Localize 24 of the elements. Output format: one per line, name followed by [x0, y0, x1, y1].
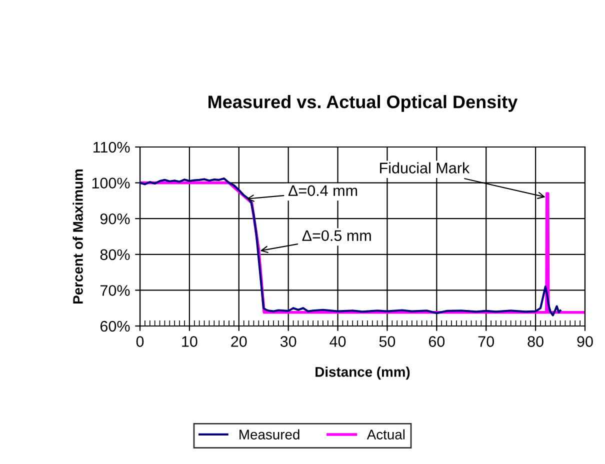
chart-title: Measured vs. Actual Optical Density [208, 95, 518, 112]
x-tick-label: 0 [136, 336, 144, 347]
y-tick-label: 110% [93, 142, 130, 153]
annotation: Fiducial Mark [380, 162, 470, 174]
x-tick-label: 90 [577, 336, 593, 347]
legend-label: Actual [366, 429, 405, 440]
y-tick-label: 60% [100, 320, 130, 332]
x-tick-label: 80 [528, 336, 544, 347]
x-axis-title: Distance (mm) [316, 366, 410, 380]
x-tick-label: 70 [478, 336, 494, 347]
x-tick-label: 30 [280, 336, 296, 347]
y-tick-label: 100% [92, 178, 130, 188]
y-tick-label: 90% [100, 213, 130, 224]
y-tick-label: 80% [100, 249, 130, 260]
y-axis-title: Percent of Maximum [72, 169, 83, 304]
y-tick-label: 70% [100, 285, 130, 296]
annotation: Δ=0.5 mm [302, 230, 371, 242]
annotation: Δ=0.4 mm [288, 185, 358, 196]
legend-label: Measured [240, 429, 300, 440]
x-tick-label: 50 [379, 336, 396, 347]
x-tick-label: 10 [182, 336, 198, 347]
x-tick-label: 40 [330, 336, 346, 347]
x-tick-label: 60 [428, 336, 445, 347]
x-tick-label: 20 [231, 336, 247, 347]
